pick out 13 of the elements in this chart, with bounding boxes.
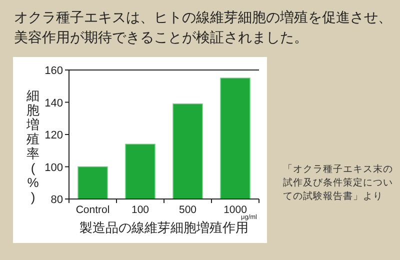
chart-title: オクラ種子エキスは、ヒトの線維芽細胞の増殖を促進させ、美容作用が期待できることが検証されました。 (14, 9, 392, 45)
y-tick-label: 120 (44, 130, 63, 142)
x-tick-label: 500 (178, 204, 197, 216)
x-tick-label: 1000 (224, 204, 248, 216)
x-tick-label: 100 (131, 204, 150, 216)
x-tick-label: Control (76, 204, 110, 216)
y-axis-title: 細胞増殖率(%) (26, 88, 40, 204)
y-tick-label: 140 (44, 97, 63, 110)
y-tick-label: 100 (44, 162, 63, 174)
x-axis-title: 製造品の線維芽細胞増殖作用 (80, 220, 248, 235)
y-tick-label: 80 (50, 194, 63, 206)
text: 「オクラ種子エキス末の試作及び条件策定についての試験報告書」より (283, 163, 393, 202)
y-tick-label: 160 (44, 65, 63, 77)
